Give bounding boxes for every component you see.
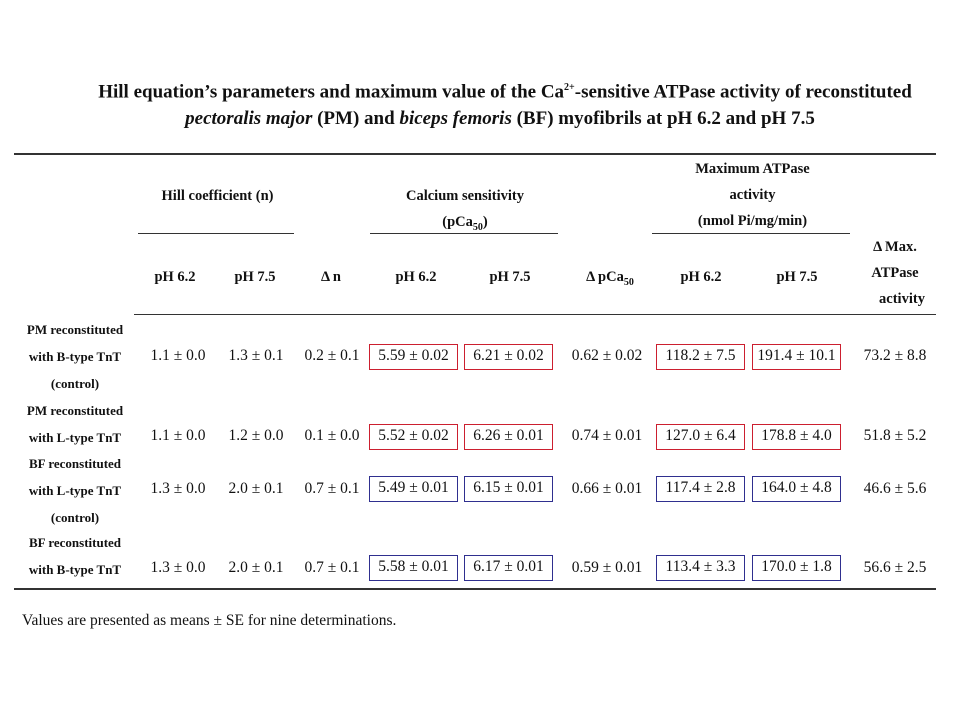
subheader-max-ph75: pH 7.5: [776, 269, 818, 285]
subheader-calcium-ph62: pH 6.2: [395, 269, 437, 285]
boxed-cell: 117.4 ± 2.8: [656, 476, 745, 502]
boxed-cell: 6.15 ± 0.01: [464, 476, 553, 502]
title-line-1: Hill equation’s parameters and maximum v…: [98, 81, 912, 103]
table-cell: 1.3 ± 0.1: [228, 347, 284, 364]
boxed-cell: 118.2 ± 7.5: [656, 344, 745, 370]
table-cell: 0.7 ± 0.1: [304, 559, 360, 576]
boxed-cell: 164.0 ± 4.8: [752, 476, 841, 502]
table-cell: 73.2 ± 8.8: [863, 347, 927, 364]
header-delta-max-atpase: Δ Max. ATPase activity: [871, 239, 925, 307]
subheader-calcium-ph75: pH 7.5: [489, 269, 531, 285]
table-cell: 1.1 ± 0.0: [150, 427, 206, 444]
boxed-cell: 5.58 ± 0.01: [369, 555, 458, 581]
boxed-cell: 6.17 ± 0.01: [464, 555, 553, 581]
header-maximum-atpase: Maximum ATPase activity (nmol Pi/mg/min): [695, 161, 810, 229]
row-label-bf-btype: BF reconstituted with B-type TnT: [28, 535, 122, 577]
boxed-cell: 6.26 ± 0.01: [464, 424, 553, 450]
table-cell: 0.7 ± 0.1: [304, 480, 360, 497]
table-cell: 1.3 ± 0.0: [150, 559, 206, 576]
header-bottom-rule: [134, 314, 936, 315]
table-cell: 2.0 ± 0.1: [228, 559, 284, 576]
table-cell: 46.6 ± 5.6: [863, 480, 927, 497]
hill-underline: [138, 233, 294, 234]
boxed-cell: 178.8 ± 4.0: [752, 424, 841, 450]
header-hill-coefficient: Hill coefficient (n): [161, 188, 274, 204]
row-label-pm-btype: PM reconstituted with B-type TnT (contro…: [26, 322, 124, 391]
row-label-pm-ltype: PM reconstituted with L-type TnT: [26, 403, 124, 445]
boxed-cell: 170.0 ± 1.8: [752, 555, 841, 581]
table-cell: 0.1 ± 0.0: [304, 427, 360, 444]
table-cell: 0.59 ± 0.01: [571, 559, 643, 576]
boxed-cell: 5.52 ± 0.02: [369, 424, 458, 450]
table-cell: 2.0 ± 0.1: [228, 480, 284, 497]
table-cell: 1.1 ± 0.0: [150, 347, 206, 364]
table-cell: 56.6 ± 2.5: [863, 559, 927, 576]
table-cell: 1.2 ± 0.0: [228, 427, 284, 444]
bottom-rule: [14, 588, 936, 590]
table-cell: 51.8 ± 5.2: [863, 427, 927, 444]
boxed-cell: 5.49 ± 0.01: [369, 476, 458, 502]
table-cell: 0.2 ± 0.1: [304, 347, 360, 364]
subheader-delta-n: Δ n: [321, 269, 341, 285]
table-cell: 0.74 ± 0.01: [571, 427, 643, 444]
header-calcium-sensitivity: Calcium sensitivity (pCa50): [405, 188, 524, 233]
table-cell: 0.66 ± 0.01: [571, 480, 643, 497]
table-cell: 1.3 ± 0.0: [150, 480, 206, 497]
subheader-delta-pca50: Δ pCa50: [586, 269, 634, 288]
boxed-cell: 127.0 ± 6.4: [656, 424, 745, 450]
subheader-hill-ph75: pH 7.5: [234, 269, 276, 285]
subheader-hill-ph62: pH 6.2: [154, 269, 196, 285]
title-line-2: pectoralis major (PM) and biceps femoris…: [185, 108, 815, 130]
max-atpase-underline: [652, 233, 850, 234]
boxed-cell: 5.59 ± 0.02: [369, 344, 458, 370]
table-footnote: Values are presented as means ± SE for n…: [22, 612, 397, 629]
boxed-cell: 6.21 ± 0.02: [464, 344, 553, 370]
top-rule: [14, 153, 936, 155]
calcium-underline: [370, 233, 558, 234]
boxed-cell: 113.4 ± 3.3: [656, 555, 745, 581]
table-title: Hill equation’s parameters and maximum v…: [40, 74, 960, 132]
boxed-cell: 191.4 ± 10.1: [752, 344, 841, 370]
table-cell: 0.62 ± 0.02: [571, 347, 643, 364]
subheader-max-ph62: pH 6.2: [680, 269, 722, 285]
row-label-bf-ltype: BF reconstituted with L-type TnT (contro…: [28, 456, 122, 525]
